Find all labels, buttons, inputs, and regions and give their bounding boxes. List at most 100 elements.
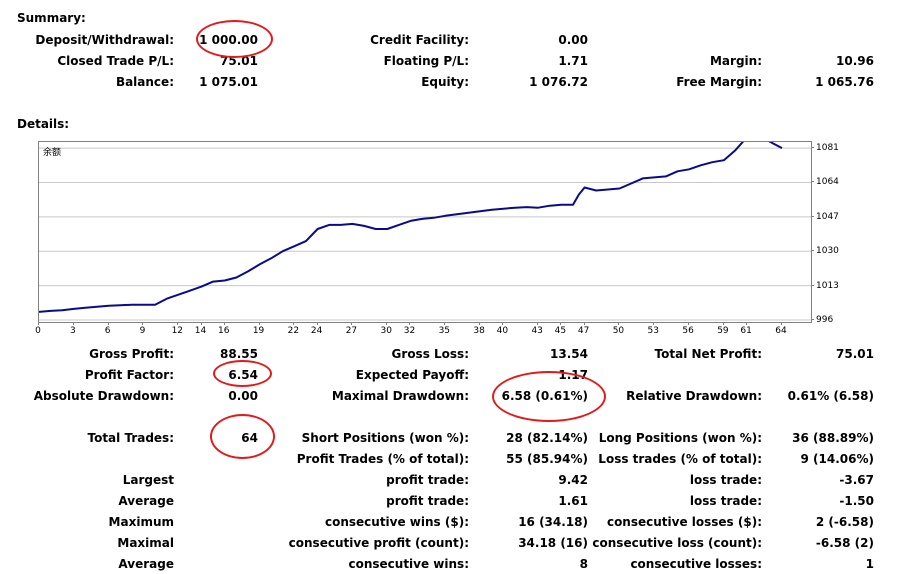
x-tick-label: 38 (473, 326, 485, 336)
y-tick-mark (811, 284, 814, 286)
average-profit-label: profit trade: (386, 494, 469, 508)
chart-title: 余额 (43, 146, 61, 158)
x-tick-label: 3 (69, 326, 76, 336)
balance-value: 1 075.01 (199, 75, 258, 89)
long-positions-label: Long Positions (won %): (598, 431, 762, 445)
largest-loss-label: loss trade: (689, 473, 762, 487)
absolute-drawdown-value: 0.00 (228, 389, 258, 403)
x-tick-mark (444, 322, 446, 325)
x-tick-mark (537, 322, 539, 325)
x-tick-label: 32 (403, 326, 416, 336)
largest-loss-value: -3.67 (839, 473, 874, 487)
profit-factor-label: Profit Factor: (84, 368, 174, 382)
total-net-profit-value: 75.01 (836, 347, 874, 361)
floating-pl-label: Floating P/L: (383, 54, 469, 68)
x-tick-mark (142, 322, 144, 325)
x-tick-label: 64 (775, 326, 787, 336)
x-tick-mark (223, 322, 225, 325)
y-tick-label: 1047 (816, 211, 839, 222)
y-tick-mark (811, 147, 814, 149)
gross-profit-label: Gross Profit: (89, 347, 174, 361)
y-tick-label: 1081 (816, 143, 839, 154)
x-tick-mark (560, 322, 562, 325)
maximal-loss-value: -6.58 (2) (815, 536, 874, 550)
maximum-losses-value: 2 (-6.58) (815, 515, 874, 529)
x-tick-label: 53 (647, 326, 659, 336)
total-trades-highlight-ellipse (210, 414, 275, 459)
x-tick-mark (351, 322, 353, 325)
x-tick-label: 9 (139, 326, 146, 336)
average-loss-value: -1.50 (839, 494, 874, 508)
balance-chart-plot: 余额 (39, 142, 811, 321)
y-tick-mark (811, 318, 814, 320)
x-tick-label: 16 (218, 326, 230, 336)
maximal-drawdown-label: Maximal Drawdown: (331, 389, 469, 403)
x-tick-mark (200, 322, 202, 325)
x-tick-mark (38, 322, 39, 325)
x-tick-label: 50 (612, 326, 625, 336)
y-tick-mark (811, 250, 814, 252)
maximal-profit-value: 34.18 (16) (518, 536, 588, 550)
x-tick-mark (780, 322, 782, 325)
y-tick-mark (811, 215, 814, 217)
credit-facility-value: 0.00 (558, 33, 588, 47)
x-tick-label: 45 (554, 326, 567, 336)
deposit-highlight-ellipse (196, 20, 273, 58)
balance-series-line (39, 142, 783, 313)
short-positions-label: Short Positions (won %): (301, 431, 469, 445)
details-heading: Details: (17, 117, 70, 131)
x-tick-label: 6 (104, 326, 111, 336)
maximum-label: Maximum (108, 515, 174, 529)
x-tick-mark (409, 322, 411, 325)
y-tick-mark (811, 181, 814, 183)
maximum-wins-label: consecutive wins ($): (324, 515, 469, 529)
balance-chart: 余额 (38, 141, 812, 323)
short-positions-value: 28 (82.14%) (506, 431, 588, 445)
maximal-drawdown-highlight-ellipse (492, 371, 606, 422)
x-tick-label: 47 (577, 326, 590, 336)
average-label: Average (118, 494, 174, 508)
x-tick-label: 14 (194, 326, 207, 336)
floating-pl-value: 1.71 (558, 54, 588, 68)
closed-trade-pl-label: Closed Trade P/L: (57, 54, 174, 68)
average-consecutive-losses-value: 1 (865, 557, 874, 571)
profit-factor-highlight-ellipse (213, 360, 272, 387)
y-tick-label: 1064 (816, 177, 839, 188)
x-tick-label: 0 (35, 326, 41, 336)
x-tick-mark (293, 322, 295, 325)
average-consecutive-losses-label: consecutive losses: (630, 557, 762, 571)
expected-payoff-label: Expected Payoff: (355, 368, 469, 382)
relative-drawdown-label: Relative Drawdown: (626, 389, 762, 403)
gross-loss-value: 13.54 (550, 347, 588, 361)
x-tick-mark (746, 322, 748, 325)
average-loss-label: loss trade: (689, 494, 762, 508)
x-tick-mark (688, 322, 690, 325)
profit-trades-label: Profit Trades (% of total): (296, 452, 469, 466)
margin-value: 10.96 (836, 54, 874, 68)
x-tick-mark (502, 322, 504, 325)
deposit-withdrawal-label: Deposit/Withdrawal: (35, 33, 174, 47)
x-tick-label: 12 (171, 326, 184, 336)
y-tick-label: 1013 (816, 280, 839, 291)
x-tick-label: 59 (717, 326, 729, 336)
largest-profit-value: 9.42 (558, 473, 588, 487)
average-consecutive-wins-value: 8 (579, 557, 588, 571)
gross-loss-label: Gross Loss: (391, 347, 469, 361)
balance-label: Balance: (115, 75, 174, 89)
x-tick-label: 24 (310, 326, 323, 336)
x-tick-label: 56 (682, 326, 694, 336)
x-tick-mark (316, 322, 318, 325)
x-tick-mark (583, 322, 585, 325)
maximal-label: Maximal (117, 536, 174, 550)
gross-profit-value: 88.55 (220, 347, 258, 361)
x-tick-mark (653, 322, 655, 325)
x-tick-mark (72, 322, 74, 325)
summary-heading: Summary: (17, 11, 86, 25)
largest-profit-label: profit trade: (386, 473, 469, 487)
free-margin-value: 1 065.76 (815, 75, 874, 89)
x-tick-mark (618, 322, 620, 325)
maximal-profit-label: consecutive profit (count): (288, 536, 469, 550)
equity-value: 1 076.72 (529, 75, 588, 89)
average-profit-value: 1.61 (558, 494, 588, 508)
x-tick-label: 61 (740, 326, 752, 336)
